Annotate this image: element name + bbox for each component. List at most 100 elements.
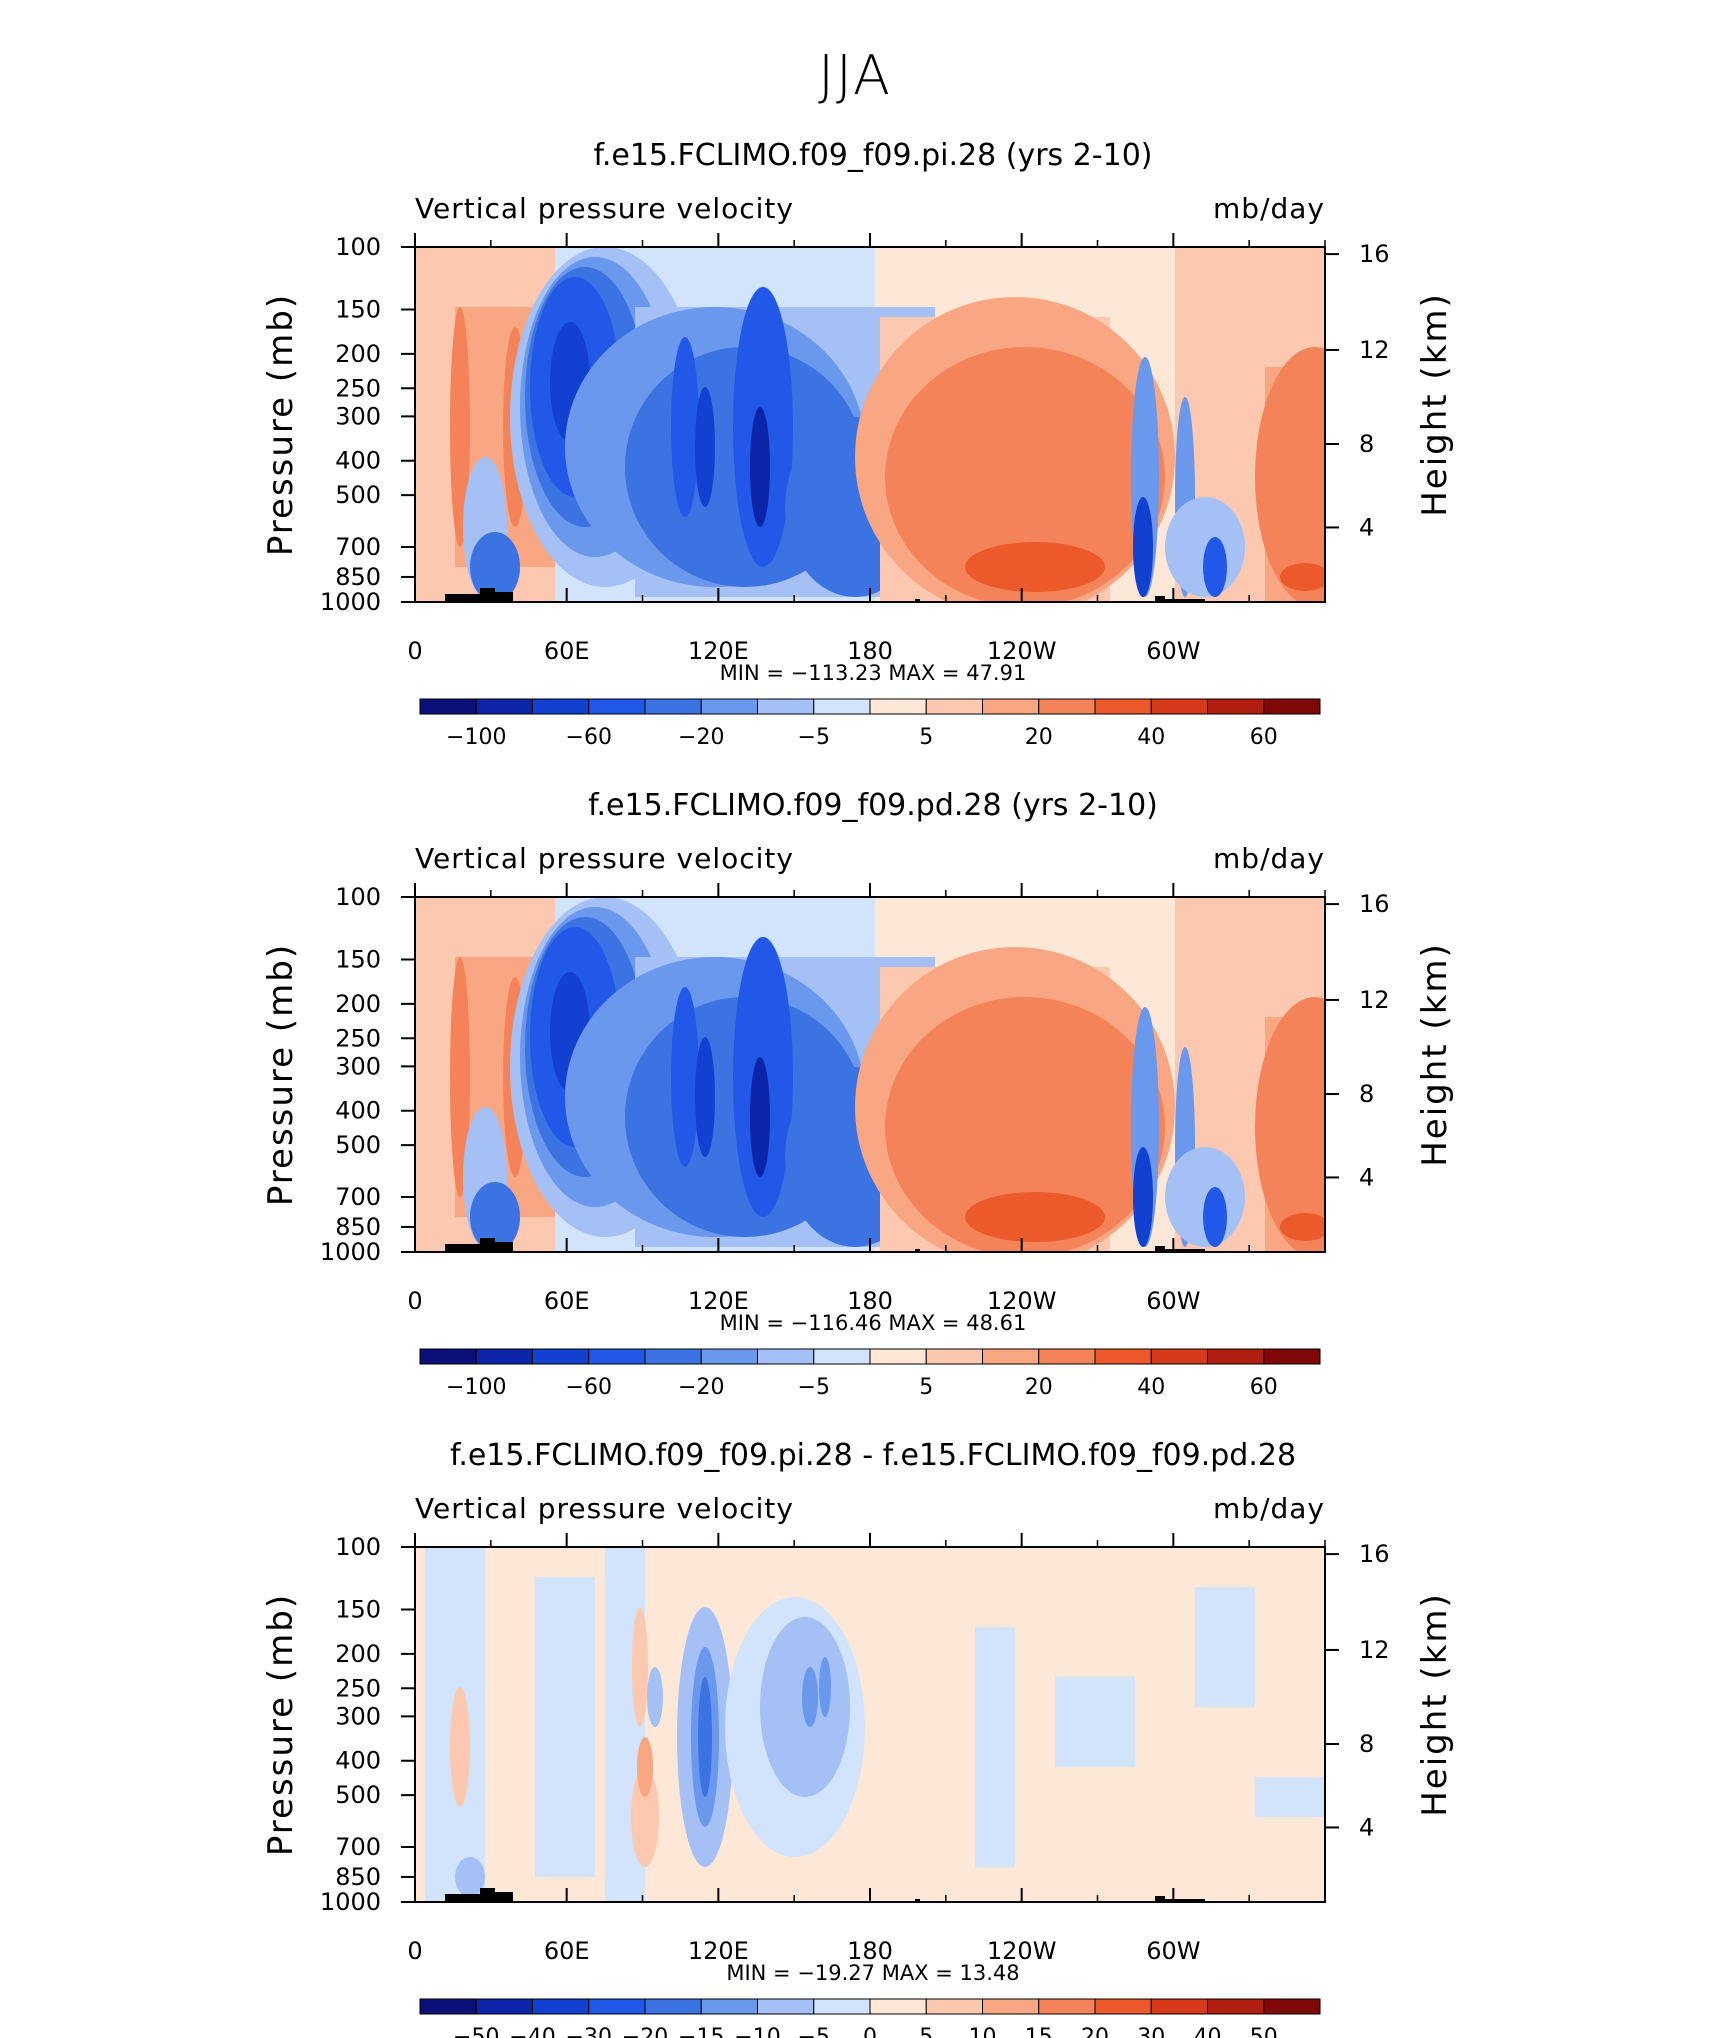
colorbar-swatch: [419, 1998, 477, 2015]
x-tick-label: 180: [847, 1937, 893, 1965]
colorbar-label: 60: [1250, 1375, 1278, 1400]
y-tick-label: 400: [335, 447, 381, 475]
y-tick-label: 500: [335, 1131, 381, 1159]
colorbar-swatch: [925, 698, 983, 715]
colorbar-swatch: [813, 1998, 871, 2015]
colorbar-swatch: [813, 1348, 871, 1365]
y-right-tick-label: 8: [1359, 1080, 1374, 1108]
x-tick-label: 120W: [987, 1937, 1057, 1965]
y-right-tick-label: 12: [1359, 1636, 1390, 1664]
colorbar-label: −5: [798, 2025, 830, 2038]
colorbar-swatch: [1150, 698, 1208, 715]
colorbar: −100 −60 −20 −5 5 20 40 60: [419, 698, 1321, 750]
colorbar-label: 15: [1025, 2025, 1053, 2038]
colorbar-label: 20: [1025, 725, 1053, 750]
colorbar-label: −60: [566, 1375, 612, 1400]
y-tick-label: 700: [335, 1183, 381, 1211]
y-tick-label: 100: [335, 883, 381, 911]
y-tick-label: 200: [335, 990, 381, 1018]
colorbar-label: −20: [678, 1375, 724, 1400]
colorbar-label: −20: [678, 725, 724, 750]
y-right-tick-label: 4: [1359, 1813, 1374, 1841]
colorbar-swatch: [1094, 1348, 1152, 1365]
y-tick-label: 1000: [320, 1238, 381, 1266]
colorbar-swatch: [982, 1998, 1040, 2015]
colorbar-label: −50: [453, 2025, 499, 2038]
colorbar-swatch: [700, 698, 758, 715]
colorbar-swatch: [1263, 1998, 1321, 2015]
colorbar-swatch: [1207, 698, 1265, 715]
colorbar-swatch: [1094, 1998, 1152, 2015]
panel-title: f.e15.FCLIMO.f09_f09.pd.28 (yrs 2-10): [588, 788, 1158, 823]
x-tick-label: 60E: [544, 1287, 590, 1315]
x-tick-label: 0: [407, 1287, 422, 1315]
colorbar-swatch: [475, 1348, 533, 1365]
colorbar-label: −20: [622, 2025, 668, 2038]
subtitle-left: Vertical pressure velocity: [415, 192, 794, 225]
x-tick-label: 180: [847, 1287, 893, 1315]
y-tick-label: 500: [335, 481, 381, 509]
colorbar-swatch: [532, 1348, 590, 1365]
subtitle-right: mb/day: [1213, 192, 1325, 225]
y-tick-label: 700: [335, 1833, 381, 1861]
y-tick-label: 300: [335, 1702, 381, 1730]
colorbar-label: 40: [1194, 2025, 1222, 2038]
subtitle-left: Vertical pressure velocity: [415, 842, 794, 875]
x-tick-label: 120E: [688, 637, 749, 665]
y-tick-label: 200: [335, 340, 381, 368]
colorbar-label: 10: [969, 2025, 997, 2038]
y-right-tick-label: 16: [1359, 1540, 1390, 1568]
y-tick-label: 250: [335, 374, 381, 402]
colorbar-swatch: [475, 1998, 533, 2015]
y-tick-label: 850: [335, 1213, 381, 1241]
y-right-axis-label: Height (km): [1415, 942, 1455, 1167]
colorbar-label: 5: [919, 725, 933, 750]
y-right-tick-label: 16: [1359, 240, 1390, 268]
y-axis-label: Pressure (mb): [261, 943, 301, 1206]
colorbar-swatch: [1207, 1998, 1265, 2015]
colorbar-swatch: [644, 698, 702, 715]
x-tick-label: 120W: [987, 1287, 1057, 1315]
y-tick-label: 300: [335, 402, 381, 430]
y-axis-label: Pressure (mb): [261, 293, 301, 556]
colorbar-swatch: [1263, 1348, 1321, 1365]
y-tick-label: 150: [335, 946, 381, 974]
y-tick-label: 100: [335, 233, 381, 261]
y-tick-label: 250: [335, 1024, 381, 1052]
colorbar-swatch: [588, 1348, 646, 1365]
colorbar-swatch: [925, 1348, 983, 1365]
colorbar-swatch: [419, 698, 477, 715]
colorbar-swatch: [1263, 698, 1321, 715]
min-max-text: MIN = −113.23 MAX = 47.91: [720, 661, 1027, 685]
colorbar-label: −100: [446, 725, 506, 750]
y-right-tick-label: 16: [1359, 890, 1390, 918]
colorbar-label: 5: [919, 2025, 933, 2038]
y-right-axis-label: Height (km): [1415, 1592, 1455, 1817]
colorbar-swatch: [1094, 698, 1152, 715]
colorbar-label: 40: [1137, 725, 1165, 750]
y-tick-label: 300: [335, 1052, 381, 1080]
x-tick-label: 60W: [1146, 1287, 1200, 1315]
colorbar-swatch: [1150, 1998, 1208, 2015]
contour-field: [415, 897, 1325, 1252]
colorbar-label: 40: [1137, 1375, 1165, 1400]
colorbar-swatch: [925, 1998, 983, 2015]
colorbar-swatch: [757, 1348, 815, 1365]
panel-title: f.e15.FCLIMO.f09_f09.pi.28 - f.e15.FCLIM…: [450, 1438, 1296, 1473]
x-tick-label: 0: [407, 637, 422, 665]
colorbar-swatch: [475, 698, 533, 715]
colorbar-label: −100: [446, 1375, 506, 1400]
colorbar-label: −10: [734, 2025, 780, 2038]
y-tick-label: 200: [335, 1640, 381, 1668]
y-tick-label: 700: [335, 533, 381, 561]
colorbar-swatch: [644, 1998, 702, 2015]
figure-title: JJA: [818, 44, 892, 107]
colorbar-label: 20: [1025, 1375, 1053, 1400]
y-tick-label: 400: [335, 1097, 381, 1125]
x-tick-label: 120E: [688, 1937, 749, 1965]
colorbar-swatch: [588, 698, 646, 715]
subtitle-left: Vertical pressure velocity: [415, 1492, 794, 1525]
contour-field: [415, 247, 1325, 602]
y-right-tick-label: 12: [1359, 336, 1390, 364]
